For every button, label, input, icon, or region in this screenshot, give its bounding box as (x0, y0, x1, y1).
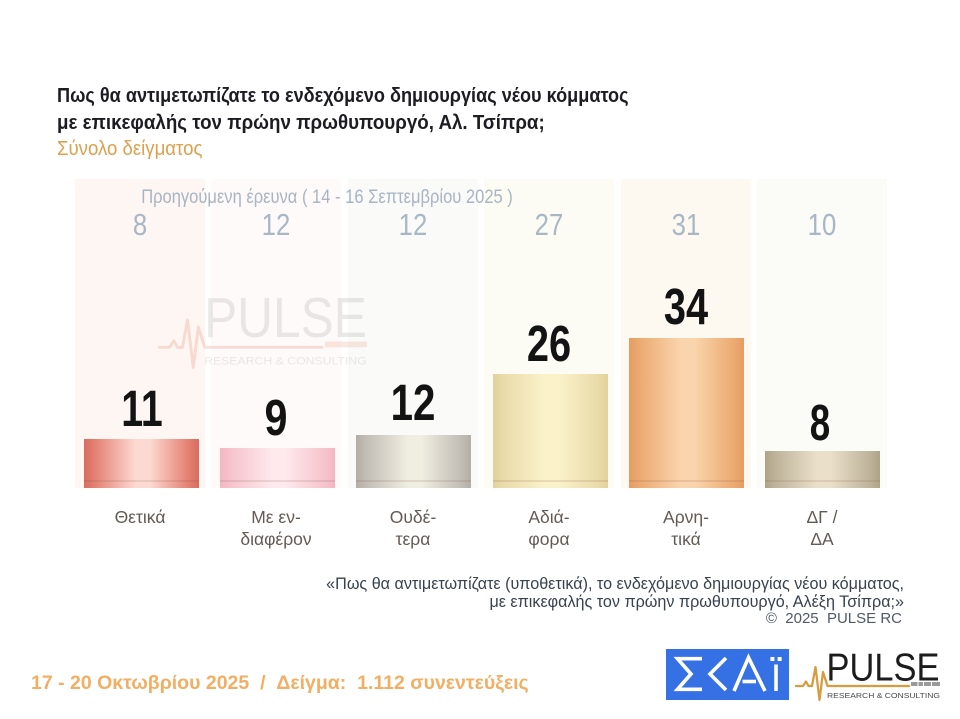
svg-text:RESEARCH & CONSULTING: RESEARCH & CONSULTING (827, 691, 940, 700)
svg-text:RESEARCH & CONSULTING: RESEARCH & CONSULTING (204, 356, 367, 368)
svg-text:PULSE: PULSE (204, 288, 367, 349)
